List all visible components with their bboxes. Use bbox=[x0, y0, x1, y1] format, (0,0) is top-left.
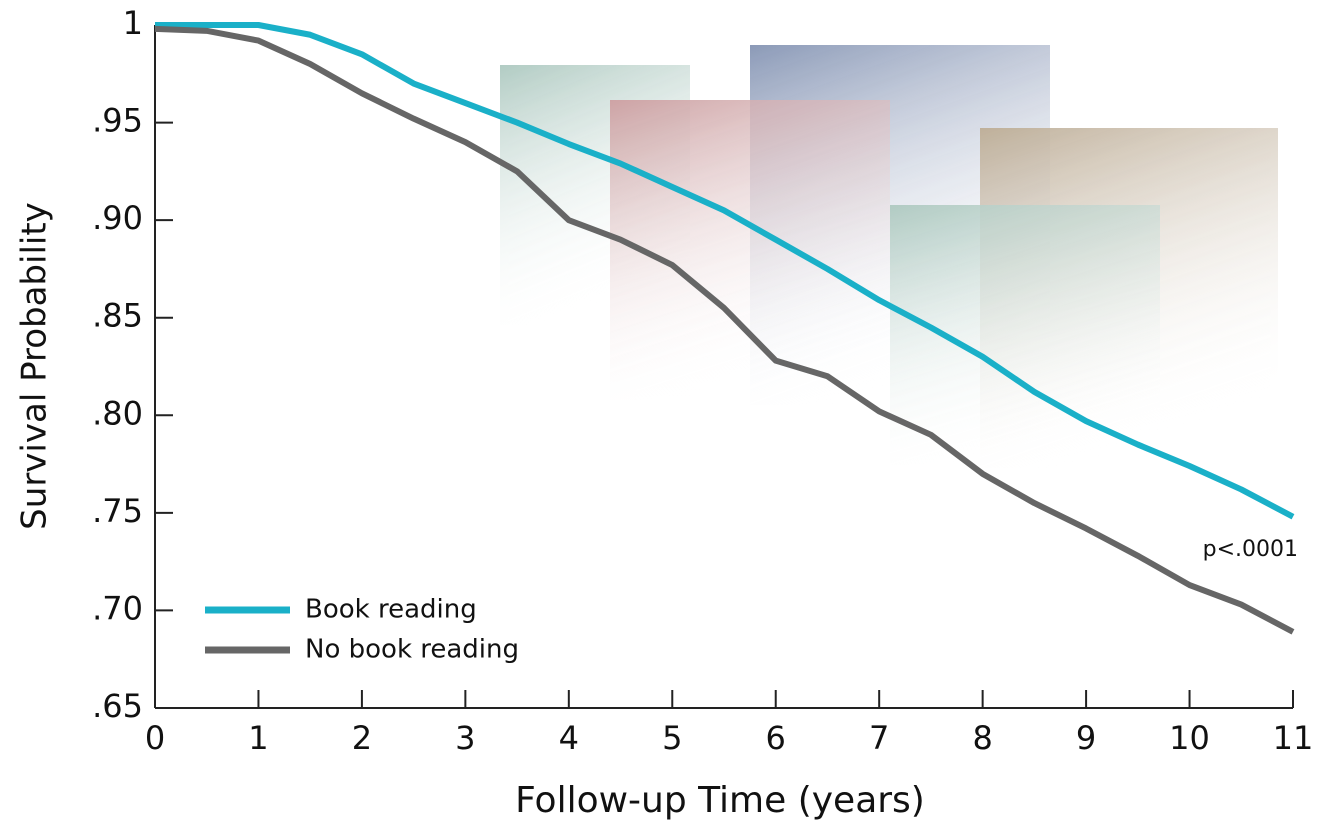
chart: Follow-up Time (years) Survival Probabil… bbox=[0, 0, 1329, 833]
x-tick-label: 0 bbox=[145, 719, 165, 757]
y-tick-label: .75 bbox=[92, 492, 143, 530]
y-tick-label: .65 bbox=[92, 687, 143, 725]
x-tick-label: 1 bbox=[248, 719, 268, 757]
books-illustration bbox=[500, 45, 1278, 468]
x-tick-label: 10 bbox=[1169, 719, 1210, 757]
y-tick-label: .90 bbox=[92, 199, 143, 237]
x-tick-label: 11 bbox=[1273, 719, 1314, 757]
page: Follow-up Time (years) Survival Probabil… bbox=[0, 0, 1329, 833]
y-tick-label: 1 bbox=[123, 4, 143, 42]
x-tick-label: 4 bbox=[559, 719, 579, 757]
x-tick-label: 3 bbox=[455, 719, 475, 757]
y-tick-label: .70 bbox=[92, 589, 143, 627]
x-tick-label: 7 bbox=[869, 719, 889, 757]
x-tick-label: 5 bbox=[662, 719, 682, 757]
x-tick-label: 6 bbox=[766, 719, 786, 757]
p-value: p<.0001 bbox=[1203, 537, 1298, 562]
legend-label: No book reading bbox=[305, 635, 519, 665]
x-tick-label: 2 bbox=[352, 719, 372, 757]
x-axis-label: Follow-up Time (years) bbox=[515, 780, 925, 821]
y-axis-label: Survival Probability bbox=[15, 202, 55, 530]
y-tick-label: .80 bbox=[92, 394, 143, 432]
y-tick-label: .95 bbox=[92, 102, 143, 140]
legend-label: Book reading bbox=[305, 595, 477, 625]
x-tick-label: 9 bbox=[1076, 719, 1096, 757]
y-tick-label: .85 bbox=[92, 297, 143, 335]
x-tick-label: 8 bbox=[972, 719, 992, 757]
